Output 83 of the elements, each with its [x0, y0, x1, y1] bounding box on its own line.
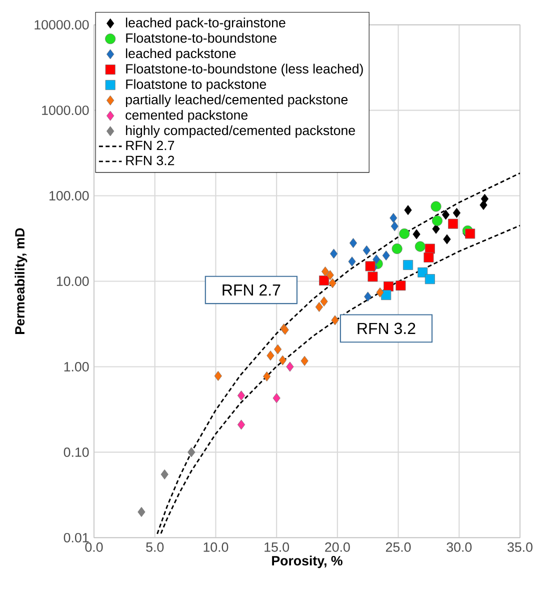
- y-tick-label: 0.10: [64, 448, 89, 457]
- point: [330, 248, 338, 259]
- point: [452, 208, 461, 218]
- point: [443, 234, 451, 244]
- legend-label: partially leached/cemented packstone: [126, 94, 348, 107]
- point: [372, 254, 380, 264]
- y-axis-title: Permeability, mD: [14, 228, 28, 334]
- point: [392, 243, 402, 254]
- annotation: RFN 2.7: [222, 284, 280, 296]
- annotation: RFN 3.2: [358, 322, 416, 334]
- x-tick-label: 25.0: [386, 542, 411, 552]
- point: [263, 371, 271, 382]
- point: [328, 278, 336, 288]
- y-tick-label: 1.00: [64, 362, 89, 372]
- point: [272, 393, 280, 404]
- legend-label: Floatstone-to-boundstone (less leached): [126, 64, 363, 76]
- point: [432, 224, 440, 234]
- point: [365, 261, 376, 272]
- point: [430, 201, 442, 212]
- y-tick-label: 10.00: [56, 276, 89, 286]
- point: [396, 280, 406, 291]
- point: [390, 212, 398, 223]
- point: [480, 200, 488, 210]
- y-tick-label: 100.00: [50, 191, 89, 200]
- x-tick-label: 30.0: [446, 542, 472, 552]
- point: [424, 252, 434, 262]
- point: [278, 355, 286, 366]
- legend-label: leached packstone: [126, 48, 236, 61]
- point: [382, 250, 390, 261]
- point: [319, 276, 330, 286]
- y-tick-label: 0.01: [64, 532, 89, 542]
- point: [315, 302, 323, 312]
- x-tick-label: 15.0: [264, 542, 290, 552]
- point: [349, 238, 358, 248]
- point: [188, 447, 196, 458]
- legend-label: Floatstone to packstone: [126, 79, 266, 92]
- legend-label: Floatstone-to-boundstone: [126, 32, 276, 43]
- point: [442, 210, 450, 220]
- point: [362, 245, 370, 256]
- point: [237, 390, 246, 401]
- point: [368, 272, 378, 282]
- point: [364, 292, 372, 302]
- line-series: [156, 172, 520, 535]
- point: [300, 356, 308, 366]
- x-tick-label: 10.0: [204, 542, 228, 552]
- point: [320, 296, 328, 306]
- point: [424, 274, 435, 284]
- legend-label: leached pack-to-grainstone: [126, 18, 286, 30]
- point: [274, 344, 282, 354]
- legend-label: RFN 3.2: [126, 156, 174, 166]
- point: [448, 218, 458, 229]
- point: [266, 350, 274, 361]
- point: [376, 287, 384, 298]
- point: [214, 370, 222, 381]
- point: [424, 244, 435, 254]
- point: [348, 256, 356, 267]
- x-axis-title: Porosity, %: [272, 556, 342, 568]
- y-tick-label: 1000.00: [42, 106, 89, 116]
- point: [286, 362, 294, 372]
- point: [321, 266, 330, 277]
- legend-label: cemented packstone: [126, 110, 248, 122]
- point: [403, 260, 414, 270]
- point: [399, 228, 410, 239]
- line-series: [160, 224, 520, 534]
- point: [414, 241, 426, 252]
- x-tick-label: 5.0: [146, 542, 164, 552]
- x-tick-label: 20.0: [325, 542, 350, 552]
- point: [160, 469, 168, 480]
- point: [237, 420, 246, 430]
- point: [331, 315, 339, 326]
- point: [326, 270, 334, 280]
- y-tick-label: 10000.00: [34, 20, 89, 30]
- point: [404, 205, 412, 216]
- point: [465, 228, 476, 239]
- point: [138, 506, 146, 517]
- point: [418, 267, 428, 278]
- point: [390, 221, 398, 232]
- point: [432, 216, 442, 226]
- x-tick-label: 0.0: [85, 542, 103, 552]
- legend-label: highly compacted/cemented packstone: [126, 125, 355, 138]
- legend-label: RFN 2.7: [126, 140, 174, 150]
- point: [412, 229, 420, 240]
- x-tick-label: 35.0: [508, 542, 532, 552]
